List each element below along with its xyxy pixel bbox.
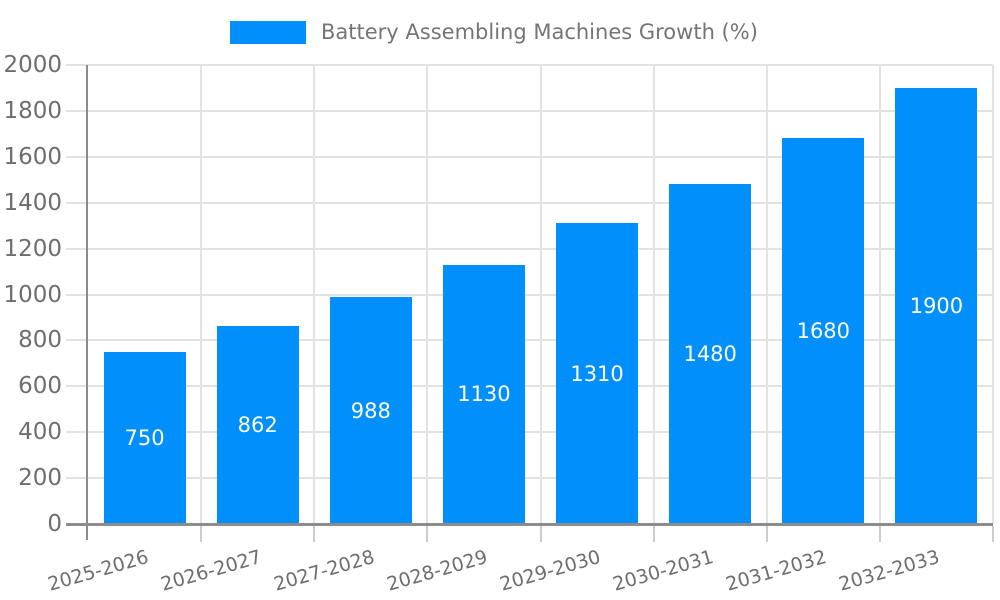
y-axis-tick-label: 1600 xyxy=(3,143,62,170)
y-gridline xyxy=(66,339,993,342)
x-gridline xyxy=(313,65,316,524)
x-axis-tick xyxy=(539,526,542,542)
bar-value-label: 750 xyxy=(124,425,165,450)
x-axis-tick xyxy=(426,526,429,542)
y-gridline xyxy=(66,109,993,112)
bar[interactable]: 1480 xyxy=(669,184,752,524)
bar-value-label: 1900 xyxy=(909,293,964,318)
y-axis-tick-label: 400 xyxy=(18,419,62,446)
x-axis-tick xyxy=(200,526,203,542)
x-gridline xyxy=(652,65,655,524)
y-axis-tick-label: 1000 xyxy=(3,281,62,308)
y-axis-tick-label: 800 xyxy=(18,327,62,354)
bar[interactable]: 1680 xyxy=(782,138,865,524)
bar-value-label: 1480 xyxy=(683,342,737,367)
bar[interactable]: 1310 xyxy=(556,223,639,524)
bar[interactable]: 988 xyxy=(329,297,412,524)
y-gridline xyxy=(66,247,993,250)
bar-value-label: 1130 xyxy=(457,382,511,407)
x-gridline xyxy=(878,65,881,524)
bar[interactable]: 750 xyxy=(103,351,186,524)
y-gridline xyxy=(66,155,993,158)
x-gridline xyxy=(426,65,429,524)
y-axis-tick-label: 2000 xyxy=(3,52,62,78)
x-axis-tick xyxy=(652,526,655,542)
y-gridline xyxy=(66,431,993,434)
bar-value-label: 988 xyxy=(350,398,391,423)
y-gridline xyxy=(66,293,993,296)
y-axis-tick-label: 200 xyxy=(18,465,62,492)
y-gridline xyxy=(66,477,993,480)
bar-value-label: 862 xyxy=(237,413,278,438)
y-gridline xyxy=(66,64,993,66)
x-axis-tick xyxy=(765,526,768,542)
bar[interactable]: 1130 xyxy=(442,264,525,524)
legend-label: Battery Assembling Machines Growth (%) xyxy=(321,20,758,44)
bar-value-label: 1680 xyxy=(796,319,851,344)
x-gridline xyxy=(200,65,203,524)
y-axis-line xyxy=(86,65,88,540)
x-axis-tick xyxy=(313,526,316,542)
legend-item[interactable]: Battery Assembling Machines Growth (%) xyxy=(230,20,758,44)
x-axis-tick xyxy=(878,526,881,542)
x-axis-line xyxy=(66,523,993,526)
bar[interactable]: 1900 xyxy=(895,87,978,524)
x-gridline xyxy=(992,65,994,524)
bar[interactable]: 862 xyxy=(216,326,299,524)
y-axis-tick-label: 1800 xyxy=(3,97,62,124)
y-gridline xyxy=(66,385,993,388)
y-axis-tick-label: 1400 xyxy=(3,189,62,216)
y-axis-tick-label: 0 xyxy=(47,511,62,537)
x-axis-tick xyxy=(992,526,994,542)
bar-value-label: 1310 xyxy=(570,361,624,386)
x-gridline xyxy=(765,65,768,524)
y-gridline xyxy=(66,201,993,204)
y-axis-tick-label: 600 xyxy=(18,373,62,400)
y-axis-tick-label: 1200 xyxy=(3,235,62,262)
x-gridline xyxy=(539,65,542,524)
legend-swatch xyxy=(230,20,306,44)
